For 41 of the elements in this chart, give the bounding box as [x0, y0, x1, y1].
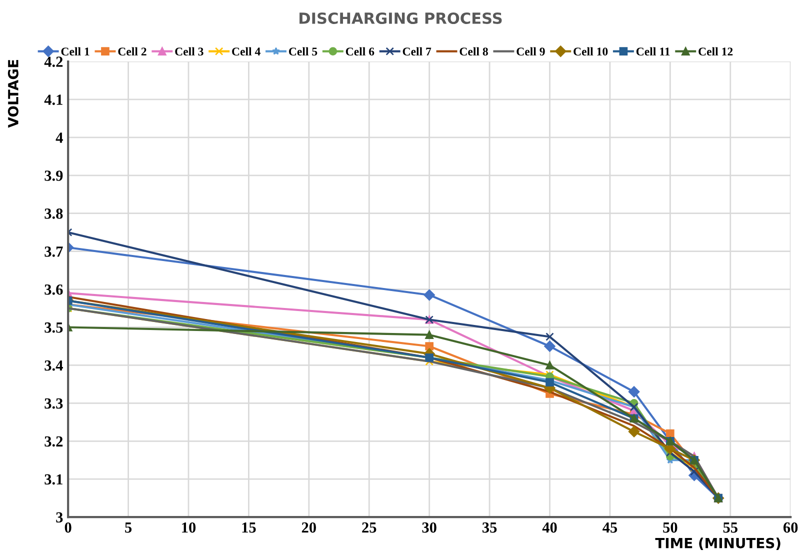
- x-tick-label: 55: [723, 522, 738, 533]
- x-tick-label: 20: [302, 522, 316, 533]
- legend-label: Cell 2: [118, 47, 146, 56]
- chart-title: DISCHARGING PROCESS: [300, 12, 502, 24]
- legend-label: Cell 1: [61, 47, 90, 56]
- x-tick-label: 60: [783, 522, 798, 533]
- legend-label: Cell 12: [698, 47, 733, 56]
- legend-label: Cell 11: [636, 47, 670, 56]
- x-tick-label: 10: [182, 522, 196, 533]
- y-tick-label: 3.8: [44, 208, 63, 219]
- x-tick-label: 40: [542, 522, 557, 533]
- y-tick-label: 3.5: [44, 322, 63, 333]
- x-tick-label: 35: [482, 522, 497, 533]
- legend-label: Cell 4: [232, 47, 260, 56]
- y-tick-label: 3.4: [44, 360, 63, 371]
- legend-label: Cell 5: [288, 47, 318, 56]
- x-tick-label: 5: [125, 522, 132, 533]
- x-tick-label: 0: [64, 522, 72, 533]
- legend-label: Cell 10: [574, 47, 608, 56]
- y-tick-label: 3.2: [44, 436, 63, 447]
- y-tick-label: 3.6: [44, 284, 63, 295]
- x-tick-label: 30: [422, 522, 436, 533]
- y-tick-label: 3.7: [44, 246, 63, 257]
- x-tick-label: 15: [242, 522, 256, 533]
- x-axis-title: TIME (MINUTES): [655, 538, 780, 550]
- y-tick-label: 4: [56, 132, 63, 143]
- y-tick-label: 3.3: [44, 398, 63, 409]
- legend-label: Cell 8: [460, 47, 488, 56]
- x-tick-label: 25: [362, 522, 376, 533]
- y-tick-label: 3.9: [44, 170, 63, 181]
- y-axis-title: VOLTAGE: [8, 60, 18, 128]
- x-tick-label: 45: [602, 522, 618, 533]
- x-tick-label: 50: [663, 522, 678, 533]
- y-tick-label: 4.1: [44, 94, 62, 105]
- y-tick-label: 3.1: [44, 474, 62, 485]
- legend-label: Cell 7: [402, 47, 432, 56]
- legend-label: Cell 3: [175, 47, 204, 56]
- legend-label: Cell 6: [346, 47, 374, 56]
- legend-label: Cell 9: [516, 47, 545, 56]
- y-tick-label: 3: [56, 512, 63, 523]
- y-tick-label: 4.2: [44, 56, 63, 68]
